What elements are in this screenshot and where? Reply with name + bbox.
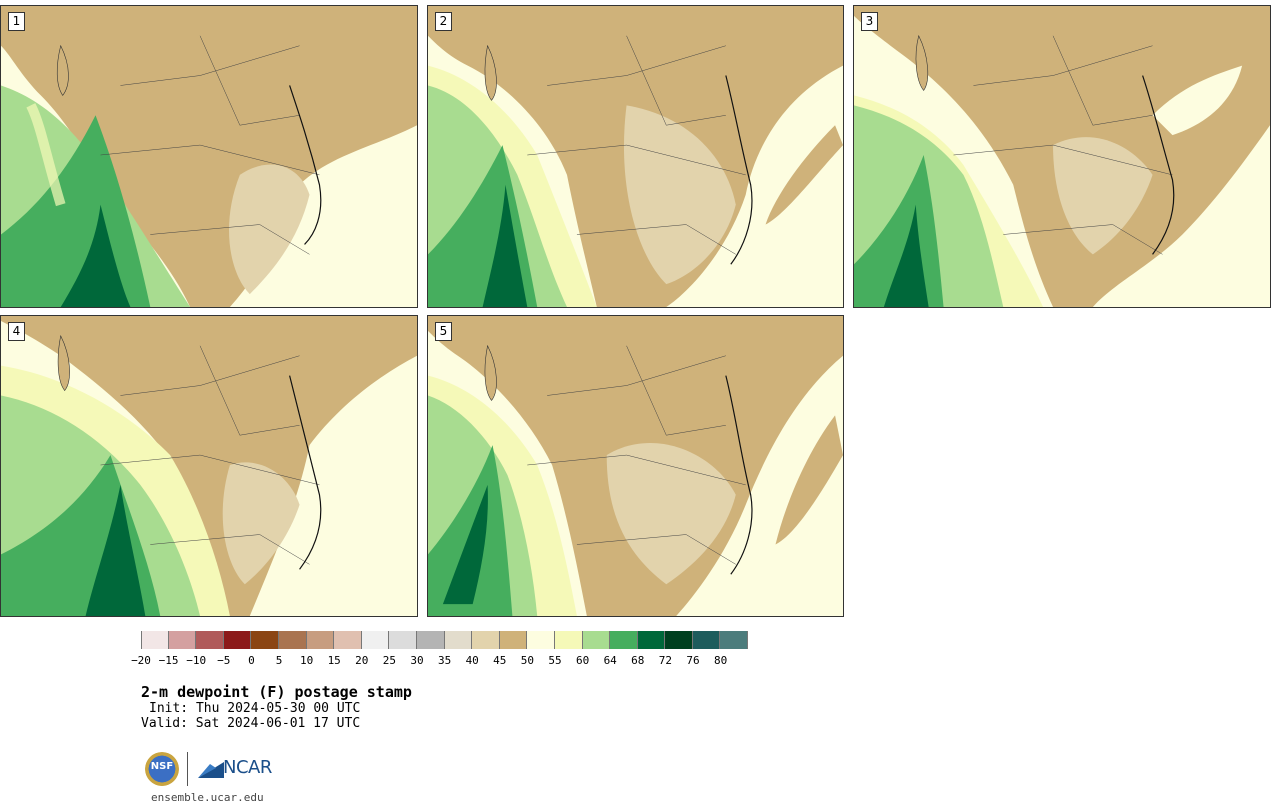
map-panel-1[interactable]: 1 — [0, 5, 418, 308]
ncar-logo-icon — [198, 762, 224, 778]
colorbar-tick-label: 30 — [410, 654, 424, 667]
dewpoint-map — [854, 6, 1270, 307]
colorbar-tick-label: 5 — [275, 654, 283, 667]
ncar-logo-text: NCAR — [223, 757, 272, 778]
colorbar-tick-label: 35 — [437, 654, 452, 667]
colorbar-swatch — [306, 631, 335, 649]
dewpoint-map — [428, 316, 843, 616]
colorbar-swatch — [444, 631, 473, 649]
colorbar-swatch — [361, 631, 390, 649]
colorbar-swatch — [527, 631, 555, 649]
colorbar-tick-label: 80 — [713, 654, 728, 667]
panel-label: 5 — [435, 322, 452, 341]
colorbar-swatch — [168, 631, 197, 649]
colorbar-swatch — [554, 631, 583, 649]
colorbar-swatch — [582, 631, 611, 649]
colorbar-swatch — [251, 631, 279, 649]
nsf-logo-text: NSF — [150, 761, 174, 772]
colorbar-tick-label: 60 — [575, 654, 590, 667]
colorbar-tick-label: 45 — [493, 654, 507, 667]
colorbar-swatch — [389, 631, 417, 649]
colorbar-tick-label: 64 — [603, 654, 617, 667]
panel-label: 2 — [435, 12, 452, 31]
colorbar-swatch — [141, 631, 169, 649]
colorbar-swatch — [499, 631, 528, 649]
colorbar-tick-label: −20 — [131, 654, 151, 667]
colorbar-tick-label: 68 — [631, 654, 645, 667]
panel-label: 4 — [8, 322, 25, 341]
colorbar-tick-label: −15 — [158, 654, 179, 667]
panel-label: 1 — [8, 12, 25, 31]
colorbar-swatch — [610, 631, 638, 649]
colorbar-tick-label: 76 — [686, 654, 700, 667]
colorbar-tick-label: 15 — [327, 654, 341, 667]
colorbar-tick-label: 20 — [355, 654, 369, 667]
valid-time: Valid: Sat 2024-06-01 17 UTC — [141, 716, 361, 731]
dewpoint-map — [428, 6, 843, 307]
colorbar-tick-label: −5 — [217, 654, 231, 667]
init-time: Init: Thu 2024-05-30 00 UTC — [149, 701, 361, 716]
colorbar-swatch — [637, 631, 666, 649]
colorbar-swatch — [720, 631, 749, 649]
colorbar-swatch — [665, 631, 693, 649]
colorbar-tick-label: 72 — [658, 654, 673, 667]
colorbar-tick-label: 10 — [299, 654, 314, 667]
nsf-logo-icon — [145, 752, 179, 786]
colorbar-ticks: −20 −15 −10 −5 0 5 10 15 20 25 30 35 40 45 50 55 60 64 68 7… — [131, 654, 761, 668]
colorbar-swatch — [223, 631, 252, 649]
panel-label: 3 — [861, 12, 878, 31]
colorbar-tick-label: 50 — [520, 654, 535, 667]
logo-divider — [187, 752, 188, 786]
colorbar — [141, 631, 749, 649]
colorbar-swatch — [334, 631, 362, 649]
colorbar-swatch — [196, 631, 224, 649]
colorbar-tick-label: 40 — [465, 654, 479, 667]
colorbar-tick-label: 55 — [548, 654, 562, 667]
dewpoint-map — [1, 316, 417, 616]
colorbar-swatch — [472, 631, 500, 649]
map-panel-4[interactable]: 4 — [0, 315, 418, 617]
map-panel-2[interactable]: 2 — [427, 5, 844, 308]
site-url[interactable]: ensemble.ucar.edu — [151, 791, 264, 804]
colorbar-tick-label: 25 — [382, 654, 397, 667]
map-panel-5[interactable]: 5 — [427, 315, 844, 617]
dewpoint-map — [1, 6, 417, 307]
logos: NSF NCAR — [145, 750, 275, 790]
plot-title: 2-m dewpoint (F) postage stamp — [141, 683, 412, 701]
colorbar-swatch — [416, 631, 445, 649]
colorbar-tick-label: 0 — [248, 654, 255, 667]
colorbar-tick-label: −10 — [186, 654, 207, 667]
colorbar-swatch — [692, 631, 721, 649]
colorbar-swatch — [278, 631, 307, 649]
map-panel-3[interactable]: 3 — [853, 5, 1271, 308]
